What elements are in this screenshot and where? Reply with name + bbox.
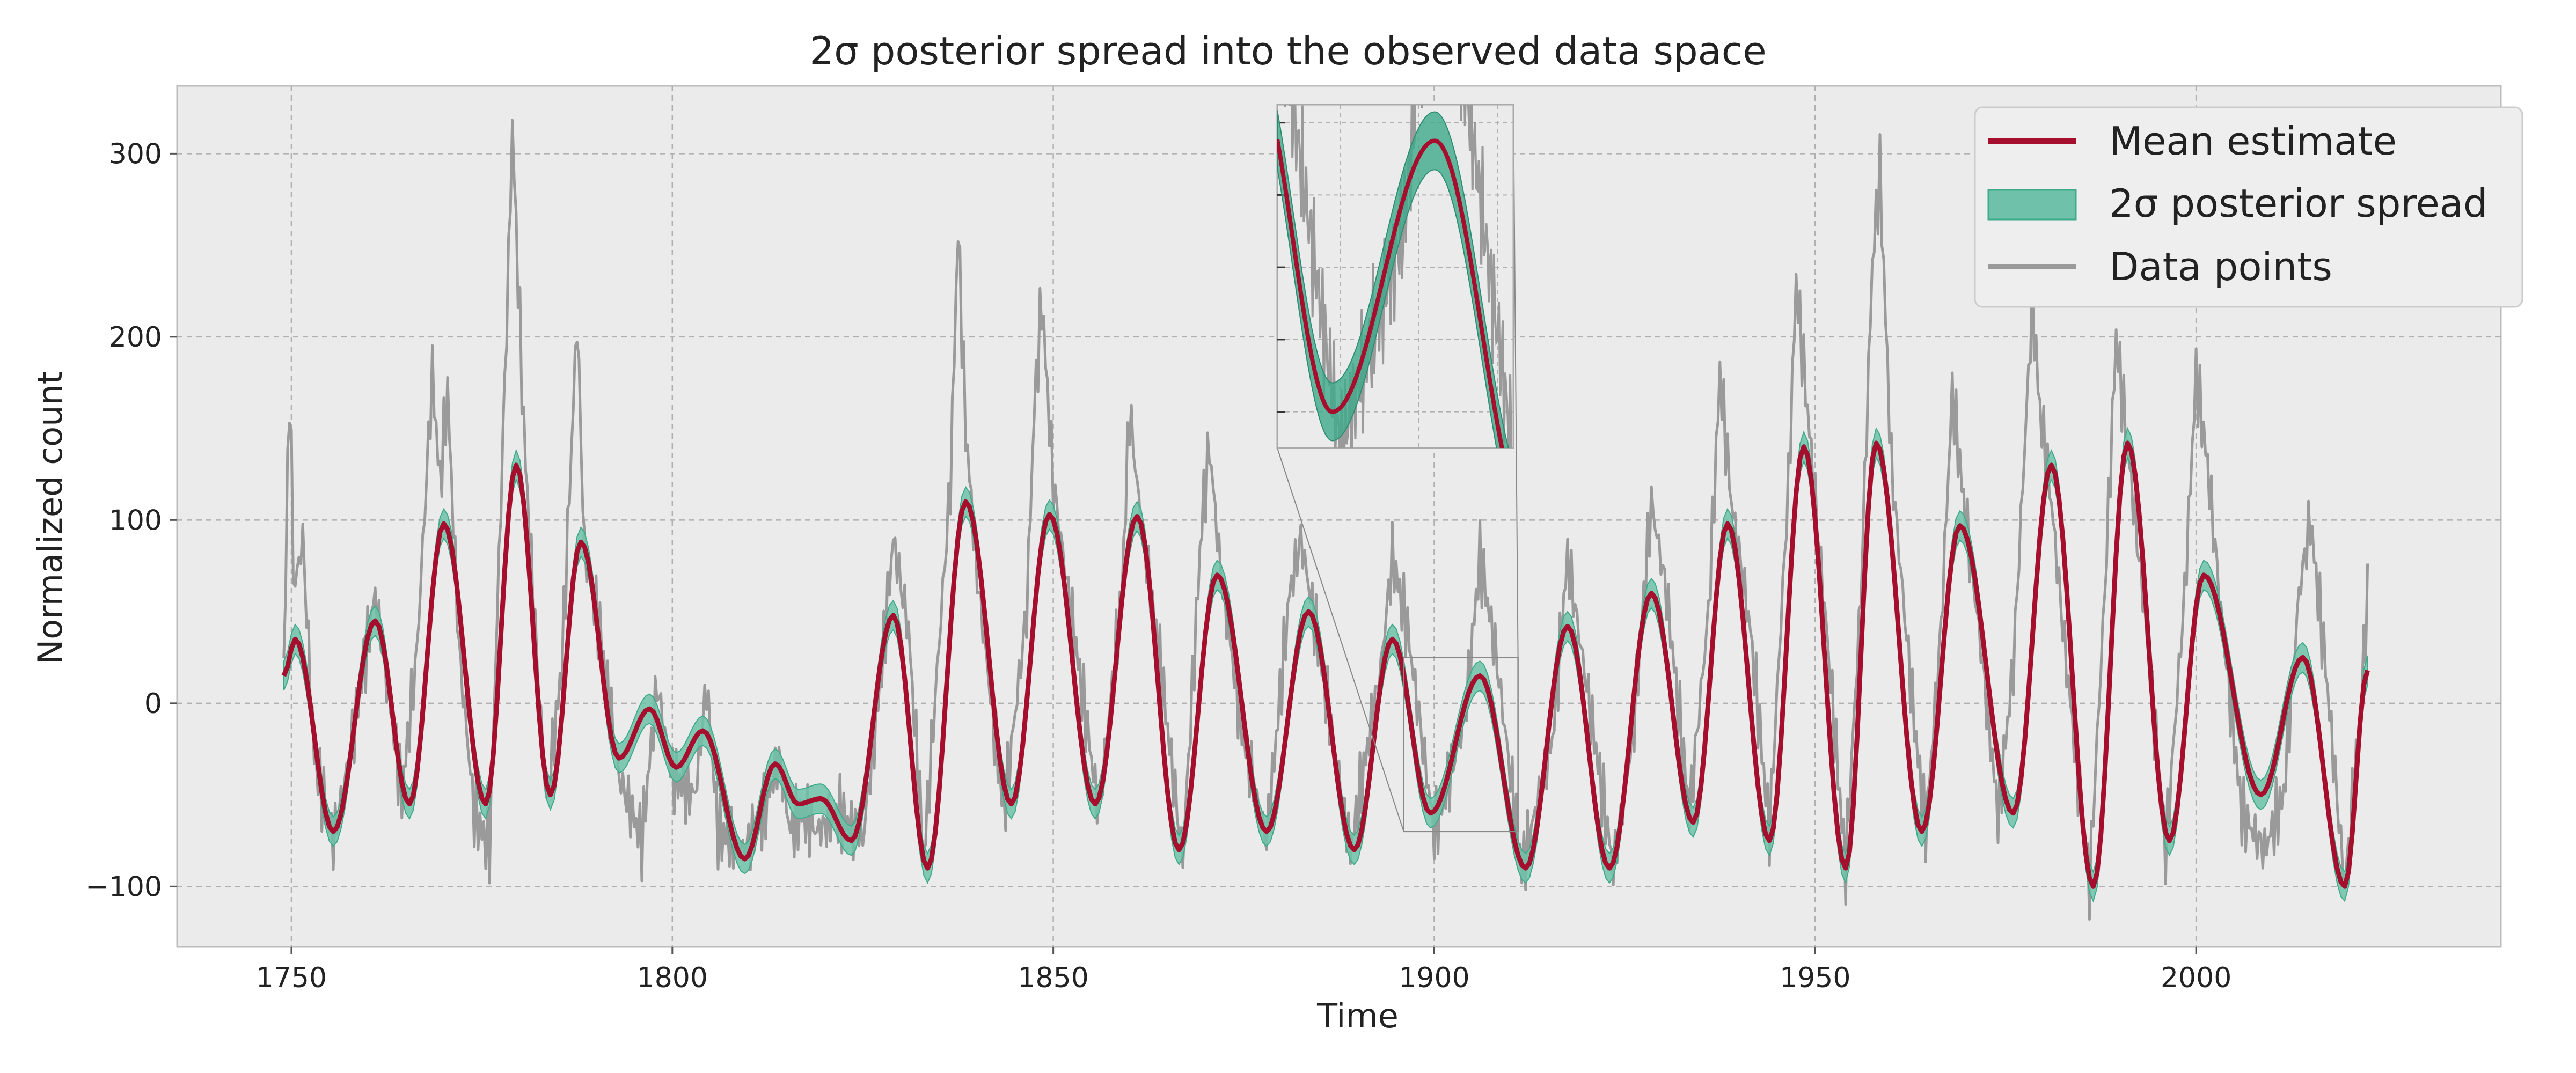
x-tick-label: 1850 bbox=[1018, 962, 1088, 994]
x-tick-label: 1950 bbox=[1780, 962, 1850, 994]
legend-mean-label: Mean estimate bbox=[2109, 119, 2397, 164]
zoom-region-box bbox=[1403, 657, 1519, 833]
inset-data-line bbox=[1284, 105, 1512, 448]
legend-band-label: 2σ posterior spread bbox=[2109, 181, 2488, 226]
inset-posterior-band bbox=[1277, 110, 1509, 448]
legend: Mean estimate 2σ posterior spread Data p… bbox=[1974, 106, 2523, 308]
zoom-connector-line bbox=[1277, 447, 1404, 832]
tick-labels: 1750 1800 1850 1900 1950 2000 −100 0 100 200 300 bbox=[85, 138, 2231, 994]
y-axis-label: Normalized count bbox=[31, 371, 70, 664]
inset-data bbox=[1277, 105, 1512, 448]
y-tick-label: 200 bbox=[109, 321, 162, 354]
mean-estimate-line bbox=[281, 440, 2370, 889]
legend-box bbox=[1974, 106, 2523, 308]
x-tick-label: 1800 bbox=[637, 962, 708, 994]
chart-title: 2σ posterior spread into the observed da… bbox=[809, 28, 1766, 74]
zoom-inset bbox=[1276, 104, 1519, 833]
data-points-line bbox=[282, 119, 2369, 921]
y-tick-label: 300 bbox=[109, 138, 162, 170]
legend-data-label: Data points bbox=[2109, 244, 2332, 289]
x-tick-label: 1750 bbox=[256, 962, 327, 994]
y-tick-label: 0 bbox=[144, 688, 162, 720]
x-tick-label: 2000 bbox=[2161, 962, 2231, 994]
legend-band-swatch bbox=[1987, 189, 2077, 221]
inset-mean-line bbox=[1277, 138, 1504, 448]
x-tick-label: 1900 bbox=[1399, 962, 1469, 994]
x-axis-label: Time bbox=[1316, 996, 1399, 1035]
y-tick-label: −100 bbox=[85, 871, 162, 903]
y-tick-label: 100 bbox=[109, 504, 162, 536]
data-layer bbox=[281, 119, 2370, 921]
